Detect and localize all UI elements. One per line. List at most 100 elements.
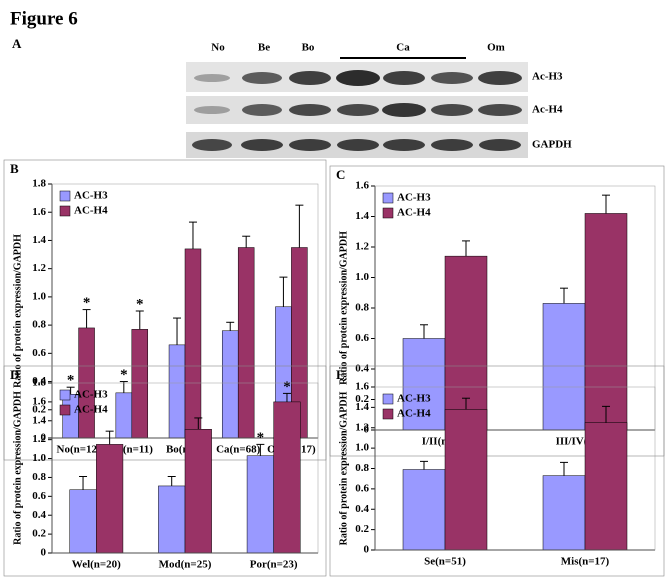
y-tick-label: 1.2: [355, 241, 369, 253]
bar: [115, 392, 133, 439]
error-bar: [105, 430, 114, 445]
error-bar: [560, 461, 568, 476]
y-tick-label: 0.4: [355, 363, 369, 375]
bar: [402, 469, 446, 551]
bar: [584, 422, 628, 551]
error-bar: [82, 309, 91, 328]
bar: [168, 344, 186, 439]
bar: [184, 429, 212, 554]
y-axis-label: Ratio of protein expression/GAPDH: [12, 234, 23, 388]
y-tick-label: 1.6: [355, 381, 369, 393]
plot-frame: [374, 185, 656, 431]
bar: [184, 248, 202, 439]
y-tick-label: 1.4: [32, 234, 46, 246]
blot-row-label: Ac-H3: [532, 71, 563, 83]
error-bar: [66, 386, 75, 395]
legend-label: AC-H4: [74, 205, 108, 217]
lane-label: Be: [258, 42, 270, 54]
x-tick-label: Mis(n=17): [561, 556, 610, 568]
bar: [96, 444, 124, 554]
legend-swatch: [59, 404, 71, 416]
y-tick-label: 0.8: [355, 462, 369, 474]
error-bar: [188, 221, 197, 249]
error-bar: [194, 417, 203, 430]
bar-chart: C Ratio of protein expression/GAPDH 0 0.2 0.…: [329, 165, 665, 457]
chart-frame: [3, 365, 327, 577]
y-tick-label: 0.6: [355, 482, 369, 494]
bar: [131, 329, 149, 439]
plot-frame: [51, 382, 319, 554]
y-tick-label: 0.2: [355, 393, 369, 405]
error-bar: [167, 476, 176, 486]
x-tick-label: Por(n=23): [250, 559, 298, 571]
y-tick-label: 1.8: [32, 178, 46, 190]
plot-frame: [374, 386, 656, 551]
chart-frame: [3, 159, 327, 461]
significance-mark: *: [257, 430, 265, 446]
legend-label: AC-H4: [74, 404, 108, 416]
y-axis-label: Ratio of protein expression/GAPDH: [338, 391, 349, 545]
y-tick-label: 1.6: [32, 206, 46, 218]
y-tick-label: 1.0: [355, 271, 369, 283]
y-tick-label: 0.8: [32, 319, 46, 331]
bar: [273, 401, 301, 554]
y-tick-label: 1.0: [32, 290, 46, 302]
error-bar: [602, 194, 610, 214]
significance-mark: *: [136, 296, 144, 312]
error-bar: [602, 405, 610, 423]
significance-mark: *: [67, 373, 75, 389]
blot-row-label: GAPDH: [532, 139, 572, 151]
error-bar: [462, 397, 470, 410]
blot-row-label: Ac-H4: [532, 104, 563, 116]
y-tick-label: 0: [364, 544, 370, 556]
y-tick-label: 1.0: [32, 452, 46, 464]
chart-frame: [329, 165, 665, 457]
y-tick-label: 1.6: [355, 180, 369, 192]
lane-label: Bo: [302, 42, 315, 54]
error-bar: [420, 460, 428, 470]
legend-label: AC-H4: [397, 207, 431, 219]
error-bar: [256, 443, 265, 456]
x-tick-label: No(n=12): [57, 444, 101, 456]
legend-label: AC-H3: [397, 393, 431, 405]
y-tick-label: 1.4: [32, 414, 46, 426]
y-tick-label: 1.2: [32, 433, 46, 445]
legend-swatch: [59, 190, 71, 202]
lane-label: Om: [487, 42, 505, 54]
lane-label: Ca: [396, 42, 410, 54]
significance-mark: *: [283, 379, 291, 395]
significance-mark: *: [120, 367, 128, 383]
bar: [542, 303, 586, 431]
error-bar: [173, 317, 182, 345]
y-tick-label: 1.2: [355, 421, 369, 433]
panel-label: E: [336, 367, 345, 382]
bar: [62, 394, 79, 439]
y-tick-label: 1.8: [32, 377, 46, 389]
error-bar: [226, 321, 235, 331]
bar-chart: D Ratio of protein expression/GAPDH 0 0.2 0.…: [3, 365, 327, 577]
error-bar: [79, 476, 88, 490]
legend-swatch: [59, 205, 71, 217]
y-tick-label: 0.6: [32, 490, 46, 502]
legend-swatch: [59, 389, 71, 401]
legend-label: AC-H3: [397, 192, 431, 204]
blot-bands: [192, 70, 522, 151]
y-tick-label: 0.2: [355, 523, 369, 535]
x-tick-label: Se(n=51): [424, 556, 466, 568]
chart-frame: [329, 365, 665, 577]
y-tick-label: 0: [41, 432, 47, 444]
y-tick-label: 0: [41, 547, 47, 559]
legend-swatch: [382, 393, 394, 405]
y-tick-label: 1.6: [32, 395, 46, 407]
bar: [69, 489, 97, 554]
error-bar: [560, 287, 568, 304]
y-tick-label: 0.4: [32, 509, 46, 521]
panel-label: D: [10, 367, 19, 382]
y-axis-label: Ratio of protein expression/GAPDH: [12, 391, 23, 545]
panel-label: B: [10, 161, 19, 176]
legend-swatch: [382, 207, 394, 219]
y-tick-label: 1.0: [355, 442, 369, 454]
panel-label: A: [12, 36, 22, 51]
blot: No Be Bo Ca Om Ac-H3 Ac-H4 GAPDH: [186, 42, 572, 158]
